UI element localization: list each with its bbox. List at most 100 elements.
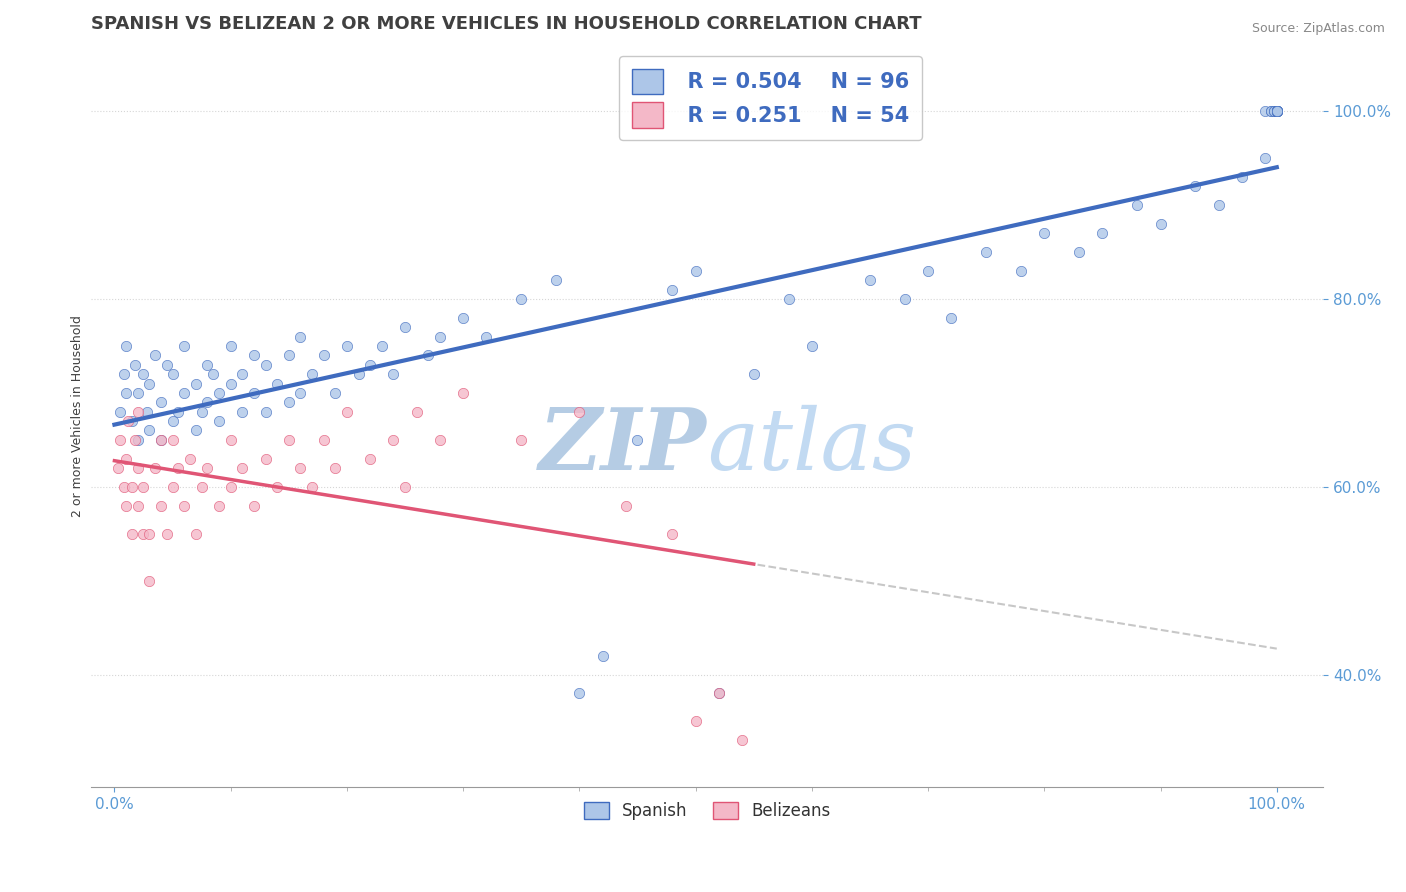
Point bbox=[179, 451, 201, 466]
Point bbox=[1010, 264, 1032, 278]
Point bbox=[219, 339, 242, 353]
Point bbox=[173, 339, 195, 353]
Point bbox=[707, 686, 730, 700]
Point bbox=[243, 348, 266, 362]
Point bbox=[208, 386, 231, 401]
Point bbox=[1254, 151, 1277, 165]
Point bbox=[894, 292, 917, 306]
Point bbox=[359, 451, 381, 466]
Point bbox=[127, 461, 149, 475]
Point bbox=[917, 264, 939, 278]
Point bbox=[149, 395, 172, 409]
Point bbox=[190, 405, 212, 419]
Point bbox=[219, 433, 242, 447]
Y-axis label: 2 or more Vehicles in Household: 2 or more Vehicles in Household bbox=[72, 316, 84, 517]
Point bbox=[190, 480, 212, 494]
Point bbox=[121, 526, 143, 541]
Point bbox=[568, 405, 591, 419]
Text: ZIP: ZIP bbox=[540, 404, 707, 488]
Point bbox=[429, 433, 451, 447]
Point bbox=[475, 329, 498, 343]
Point bbox=[661, 283, 683, 297]
Point bbox=[1149, 217, 1171, 231]
Point bbox=[121, 480, 143, 494]
Point bbox=[138, 376, 160, 391]
Point bbox=[197, 358, 219, 372]
Point bbox=[266, 376, 288, 391]
Point bbox=[127, 499, 149, 513]
Point bbox=[115, 499, 138, 513]
Point bbox=[301, 480, 323, 494]
Point bbox=[110, 405, 132, 419]
Point bbox=[1263, 104, 1285, 119]
Point bbox=[347, 367, 370, 381]
Point bbox=[1265, 104, 1288, 119]
Point bbox=[323, 461, 346, 475]
Point bbox=[336, 405, 359, 419]
Point bbox=[117, 414, 139, 428]
Point bbox=[1208, 198, 1230, 212]
Point bbox=[243, 386, 266, 401]
Point bbox=[800, 339, 823, 353]
Point bbox=[121, 414, 143, 428]
Point bbox=[290, 386, 312, 401]
Point bbox=[197, 461, 219, 475]
Point bbox=[429, 329, 451, 343]
Point bbox=[127, 433, 149, 447]
Point bbox=[138, 424, 160, 438]
Point bbox=[132, 480, 155, 494]
Point bbox=[277, 433, 299, 447]
Point bbox=[405, 405, 427, 419]
Point bbox=[231, 367, 253, 381]
Point bbox=[626, 433, 648, 447]
Point bbox=[685, 714, 707, 729]
Point bbox=[359, 358, 381, 372]
Point bbox=[974, 245, 997, 260]
Point bbox=[162, 414, 184, 428]
Point bbox=[394, 480, 416, 494]
Point bbox=[149, 433, 172, 447]
Point bbox=[323, 386, 346, 401]
Point bbox=[110, 433, 132, 447]
Point bbox=[1265, 104, 1288, 119]
Point bbox=[546, 273, 568, 287]
Point bbox=[124, 433, 146, 447]
Point bbox=[156, 358, 179, 372]
Legend: Spanish, Belizeans: Spanish, Belizeans bbox=[578, 796, 837, 827]
Point bbox=[301, 367, 323, 381]
Point bbox=[859, 273, 882, 287]
Text: atlas: atlas bbox=[707, 405, 917, 487]
Point bbox=[418, 348, 440, 362]
Point bbox=[112, 480, 135, 494]
Point bbox=[1265, 104, 1288, 119]
Point bbox=[156, 526, 179, 541]
Point bbox=[731, 733, 754, 747]
Point bbox=[371, 339, 394, 353]
Point bbox=[127, 386, 149, 401]
Point bbox=[277, 395, 299, 409]
Point bbox=[254, 358, 277, 372]
Point bbox=[143, 461, 166, 475]
Point bbox=[312, 433, 335, 447]
Point bbox=[231, 461, 253, 475]
Point bbox=[277, 348, 299, 362]
Point bbox=[243, 499, 266, 513]
Point bbox=[1265, 104, 1288, 119]
Point bbox=[1184, 179, 1206, 194]
Point bbox=[451, 386, 474, 401]
Point bbox=[184, 376, 207, 391]
Point bbox=[1265, 104, 1288, 119]
Point bbox=[149, 499, 172, 513]
Point bbox=[127, 405, 149, 419]
Point bbox=[1033, 227, 1056, 241]
Point bbox=[136, 405, 159, 419]
Point bbox=[1265, 104, 1288, 119]
Point bbox=[138, 526, 160, 541]
Point bbox=[1069, 245, 1091, 260]
Point bbox=[661, 526, 683, 541]
Point bbox=[394, 320, 416, 334]
Point bbox=[167, 461, 190, 475]
Point bbox=[208, 499, 231, 513]
Point bbox=[941, 310, 963, 325]
Point bbox=[1265, 104, 1288, 119]
